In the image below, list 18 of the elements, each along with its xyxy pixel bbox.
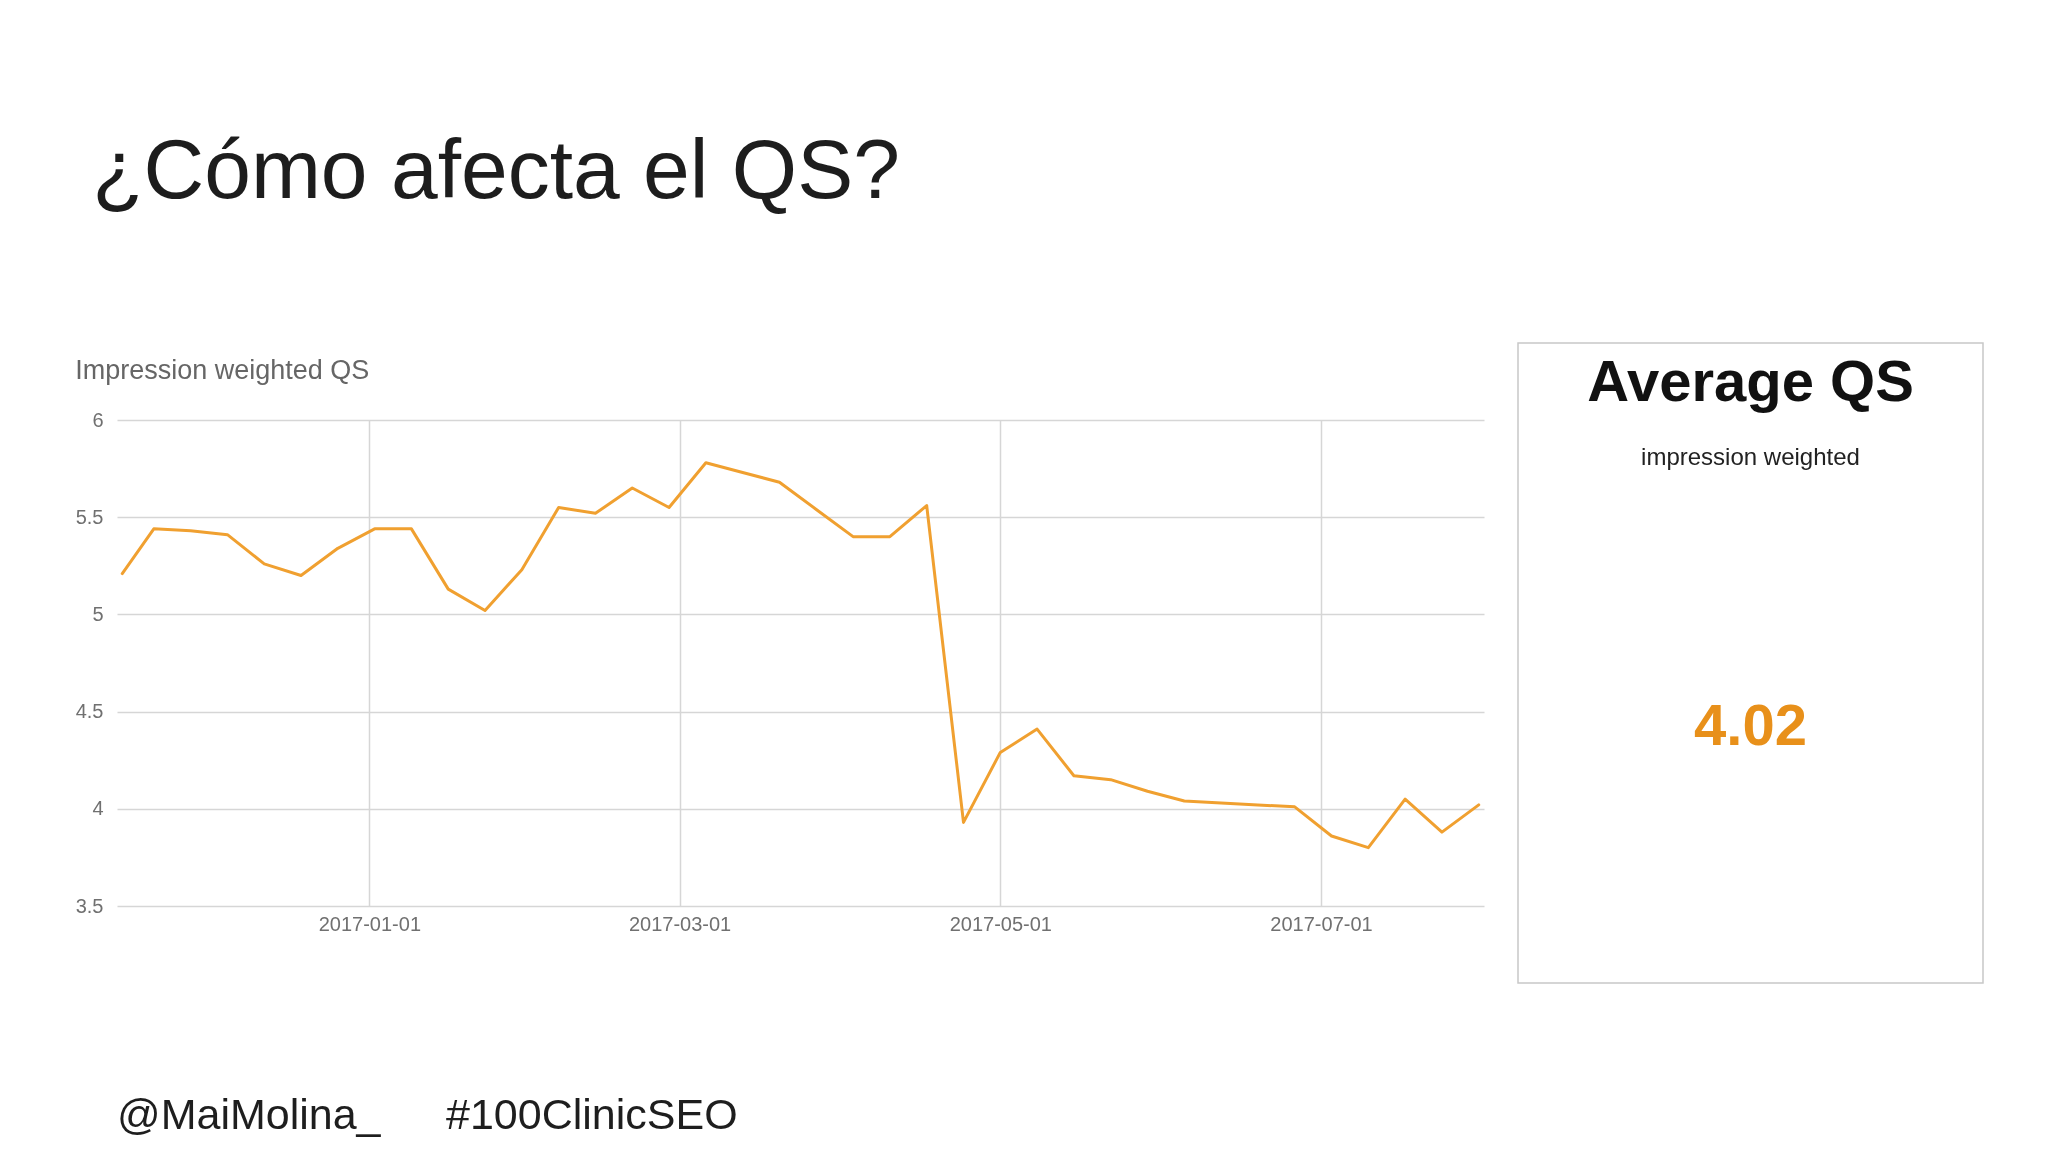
y-tick-label: 4.5: [75, 700, 104, 723]
y-tick-label: 5: [92, 602, 104, 625]
line-series: [120, 461, 1481, 850]
y-tick-label: 3.5: [75, 894, 104, 917]
chart-subtitle: Impression weighted QS: [75, 355, 370, 385]
x-tick-label: 2017-05-01: [949, 912, 1052, 935]
text: #100ClinicSEO: [446, 1090, 738, 1138]
x-tick-label: 2017-03-01: [628, 912, 732, 935]
y-tick-label: 6: [92, 408, 104, 431]
chart-title: ¿Cómo afecta el QS?: [92, 122, 900, 217]
x-tick-label: 2017-01-01: [318, 912, 422, 935]
text: impression weighted: [1641, 443, 1860, 470]
x-tick-label: 2017-07-01: [1270, 912, 1373, 935]
text: 4.02: [1694, 692, 1807, 757]
text: Average QS: [1587, 348, 1914, 413]
y-tick-label: 5.5: [75, 505, 104, 528]
text: @MaiMolina_: [117, 1090, 382, 1138]
y-tick-label: 4: [92, 797, 104, 820]
